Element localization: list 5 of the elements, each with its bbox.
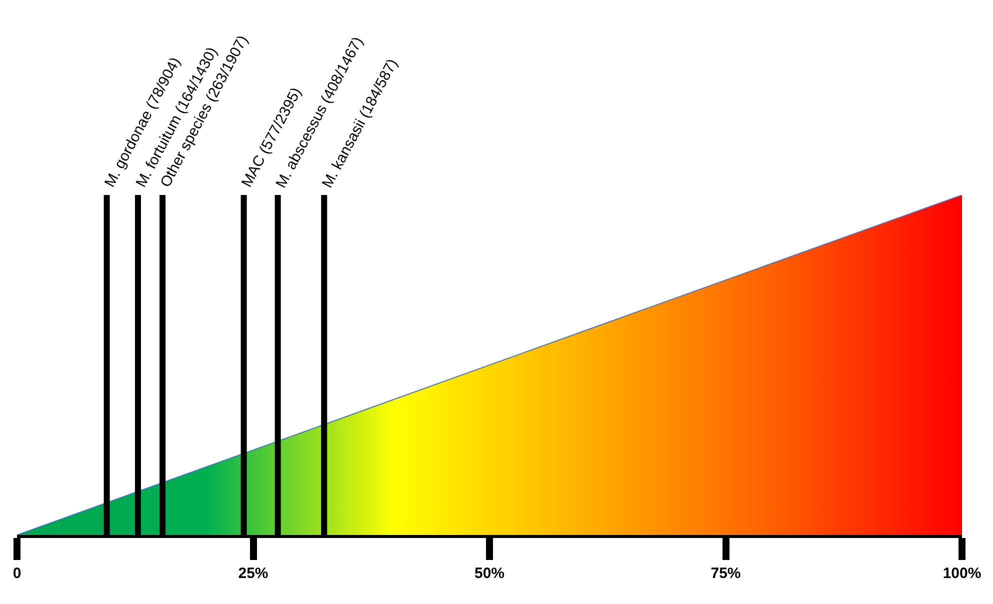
- x-tick-label: 100%: [942, 565, 982, 582]
- x-tick-label: 25%: [238, 565, 268, 582]
- x-tick-label: 0: [12, 565, 22, 582]
- x-tick-label: 50%: [474, 565, 505, 582]
- x-tick-label: 75%: [710, 565, 741, 582]
